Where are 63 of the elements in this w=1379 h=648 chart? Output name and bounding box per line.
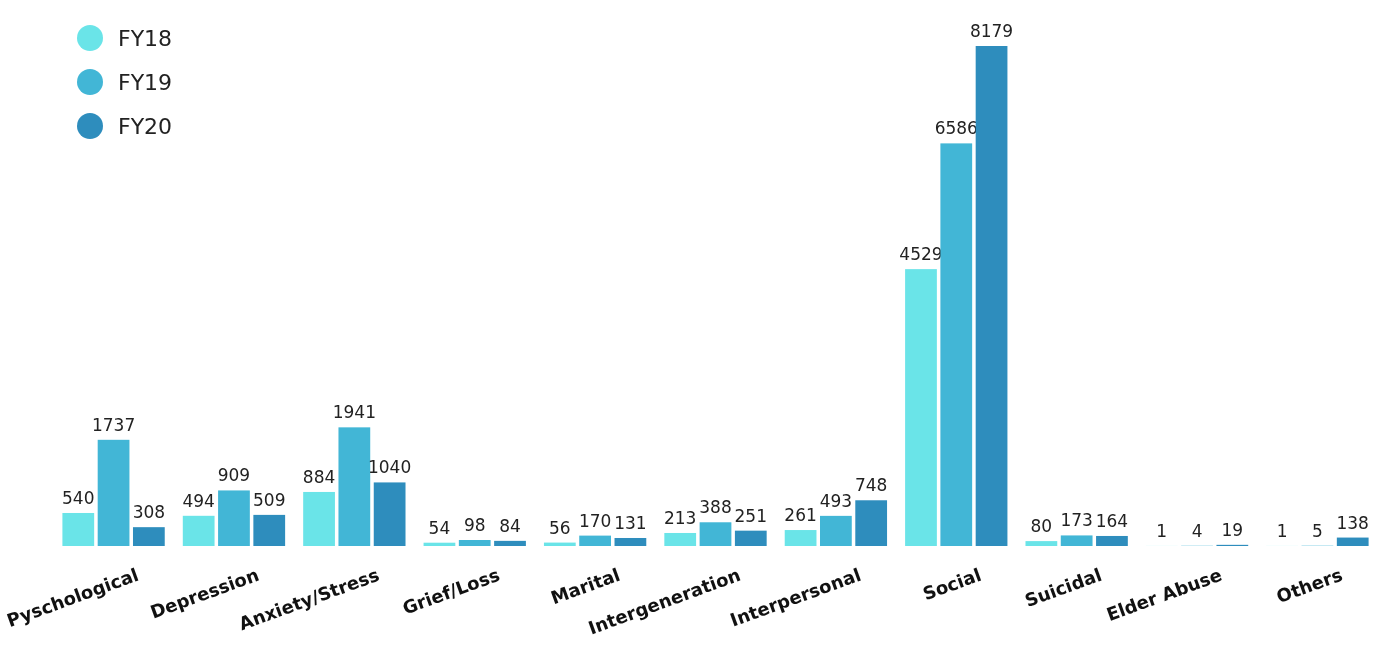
- data-label: 308: [132, 502, 166, 523]
- data-label: 261: [784, 505, 817, 526]
- data-label: 748: [854, 475, 888, 496]
- data-label: 164: [1095, 510, 1129, 531]
- data-label: 1941: [332, 402, 376, 423]
- data-label: 1040: [368, 457, 412, 478]
- data-label: 54: [428, 517, 451, 538]
- bar: [614, 537, 647, 546]
- bar: [699, 522, 732, 546]
- data-label: 493: [819, 490, 853, 511]
- data-label: 509: [253, 489, 286, 510]
- bar: [373, 482, 406, 546]
- bar: [132, 527, 165, 546]
- bar: [734, 530, 767, 546]
- bar: [905, 269, 937, 546]
- bar: [664, 532, 697, 546]
- data-label: 8179: [969, 21, 1014, 41]
- data-label: 5: [1312, 520, 1323, 541]
- legend-label: FY18: [118, 25, 173, 51]
- bar: [975, 46, 1008, 546]
- bar: [784, 530, 817, 546]
- data-label: 80: [1030, 516, 1053, 537]
- bar: [97, 439, 130, 546]
- bar: [1336, 537, 1369, 546]
- data-label: 388: [699, 497, 732, 518]
- bar: [1060, 535, 1093, 546]
- data-label: 98: [463, 515, 486, 536]
- data-label: 19: [1221, 519, 1244, 540]
- bar: [218, 490, 250, 546]
- data-label: 494: [182, 490, 215, 511]
- bar: [1096, 535, 1128, 546]
- data-label: 138: [1336, 512, 1369, 533]
- data-label: 884: [302, 466, 336, 487]
- data-label: 1: [1156, 520, 1168, 541]
- bar: [253, 514, 286, 546]
- data-label: 251: [734, 505, 768, 526]
- bar: [494, 540, 526, 546]
- bar: [1025, 541, 1058, 546]
- data-label: 540: [62, 487, 95, 508]
- bar: [855, 500, 888, 546]
- bar: [820, 515, 852, 546]
- bar: [303, 491, 335, 546]
- data-label: 131: [614, 512, 647, 533]
- data-label: 1: [1276, 520, 1288, 541]
- bar: [458, 540, 491, 546]
- x-tick-label: Elder Abuse: [1103, 563, 1225, 626]
- legend-label: FY19: [118, 69, 173, 95]
- bar: [62, 512, 95, 546]
- bar: [579, 535, 611, 546]
- data-label: 4: [1191, 520, 1203, 541]
- legend-label: FY20: [118, 113, 173, 139]
- data-label: 4529: [899, 244, 943, 265]
- bar: [338, 427, 371, 546]
- data-label: 1737: [91, 414, 136, 435]
- bar: [940, 143, 973, 546]
- data-label: 84: [499, 515, 521, 536]
- data-label: 170: [578, 510, 612, 531]
- bar: [182, 515, 215, 546]
- data-label: 56: [549, 517, 571, 538]
- data-label: 909: [217, 465, 251, 486]
- data-label: 213: [663, 507, 697, 528]
- data-label: 6586: [934, 118, 978, 139]
- data-label: 173: [1060, 510, 1093, 531]
